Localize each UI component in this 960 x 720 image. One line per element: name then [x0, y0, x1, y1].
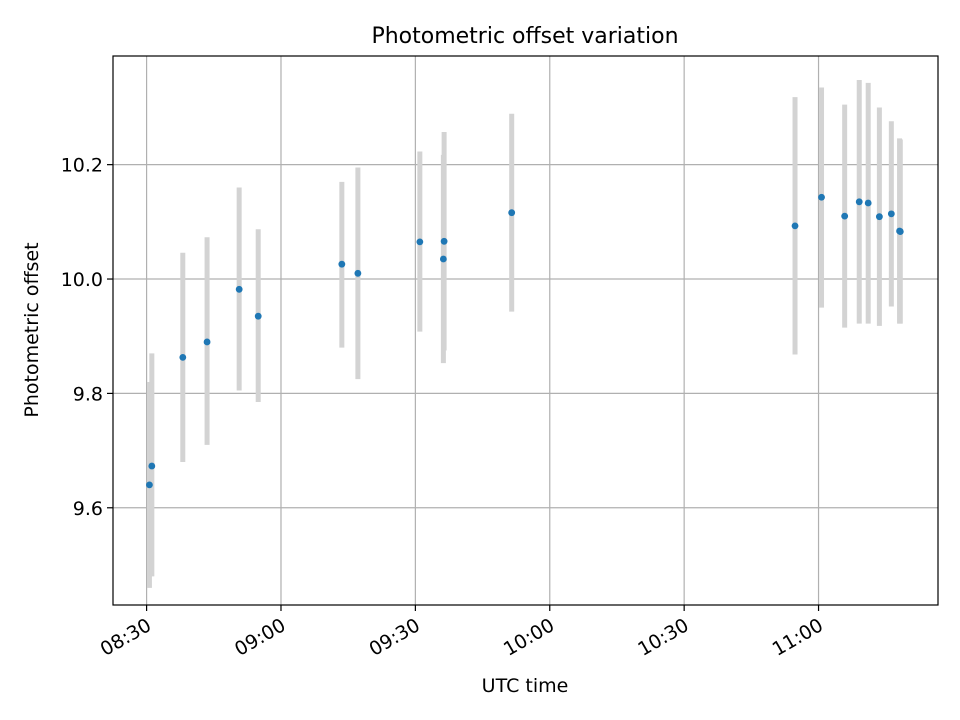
chart-title: Photometric offset variation: [371, 24, 678, 49]
data-point: [203, 338, 211, 346]
y-tick-label: 10.2: [61, 155, 103, 177]
x-tick-label: 11:00: [769, 614, 827, 660]
data-point: [791, 222, 799, 230]
y-tick-label: 9.6: [73, 498, 103, 520]
data-point: [887, 210, 895, 218]
x-tick-label: 10:30: [634, 614, 692, 660]
x-tick-label: 08:30: [97, 614, 155, 660]
data-point: [416, 238, 424, 246]
x-tick-label: 09:30: [365, 614, 423, 660]
data-point: [875, 213, 883, 221]
y-axis-label: Photometric offset: [21, 242, 43, 417]
y-tick-label: 9.8: [73, 383, 103, 405]
data-point: [440, 237, 448, 245]
data-point: [354, 269, 362, 277]
data-point: [896, 228, 904, 235]
data-point: [818, 193, 825, 201]
data-point: [841, 212, 849, 220]
data-point: [508, 209, 516, 217]
x-axis-label: UTC time: [482, 675, 569, 697]
data-point: [338, 260, 346, 268]
x-tick-label: 09:00: [231, 614, 289, 660]
data-point: [864, 199, 872, 207]
data-point: [146, 481, 153, 489]
errorbar-layer: [146, 80, 903, 588]
plot-frame: [112, 55, 939, 606]
data-point: [439, 255, 447, 263]
grid-layer: [113, 56, 938, 605]
data-point: [179, 353, 187, 361]
data-point: [148, 462, 156, 470]
data-point: [855, 198, 863, 206]
y-tick-label: 10.0: [61, 269, 103, 291]
data-point: [235, 285, 243, 293]
data-point: [254, 312, 262, 320]
marker-layer: [146, 193, 904, 489]
x-tick-label: 10:00: [500, 614, 558, 660]
